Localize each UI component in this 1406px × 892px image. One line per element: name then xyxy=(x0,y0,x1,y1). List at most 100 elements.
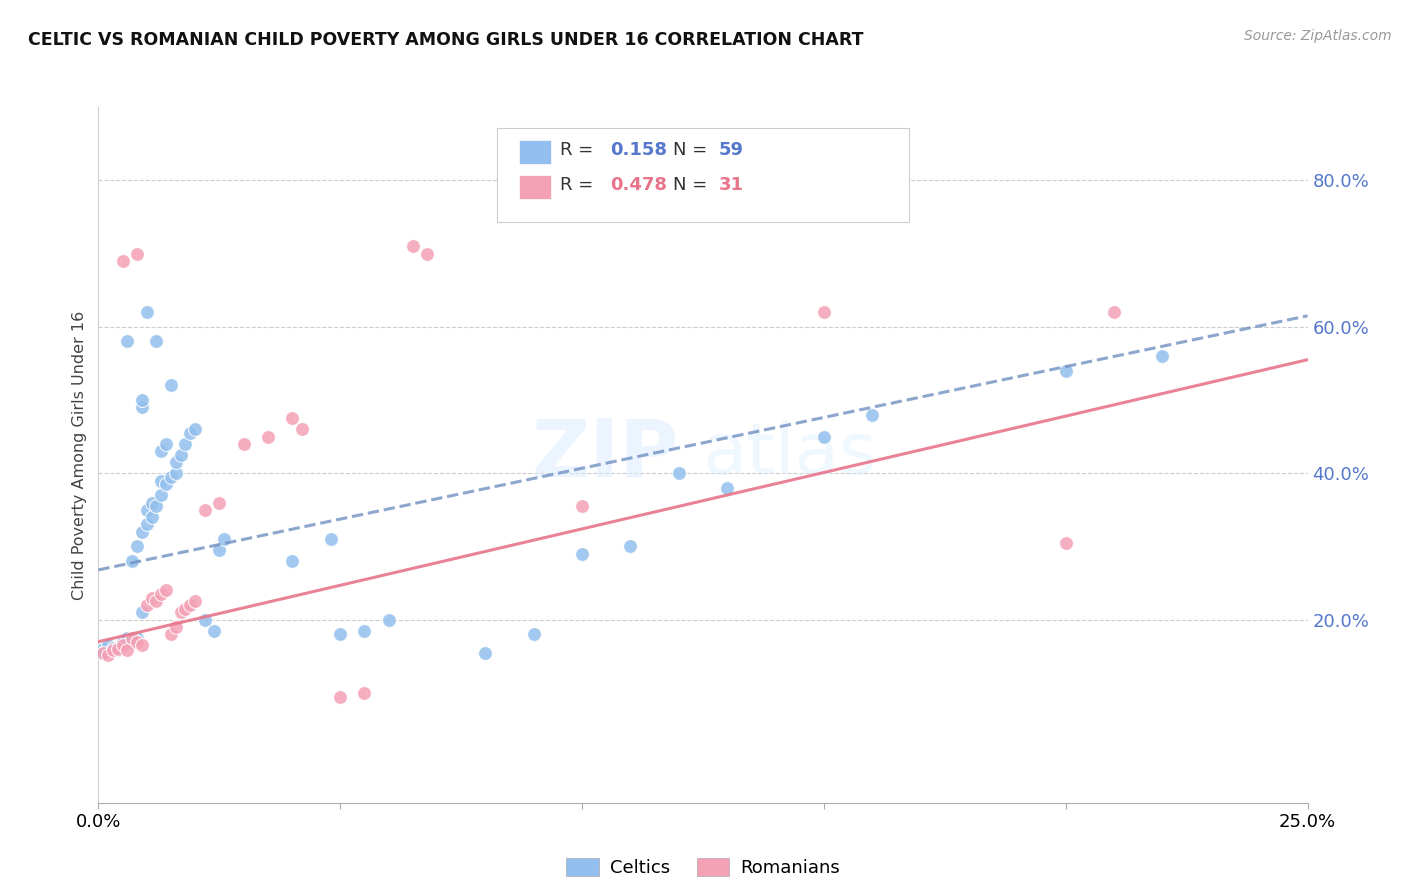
Point xyxy=(523,627,546,641)
Point xyxy=(165,455,187,469)
Point xyxy=(165,467,187,481)
Point xyxy=(97,648,120,662)
Point xyxy=(160,470,183,484)
Point xyxy=(91,642,114,657)
Point xyxy=(131,606,153,620)
Point xyxy=(619,540,641,554)
Point xyxy=(127,634,149,648)
Point xyxy=(232,437,254,451)
Point xyxy=(402,239,425,253)
Point xyxy=(155,477,177,491)
Point xyxy=(353,624,375,638)
Point xyxy=(87,646,110,660)
Point xyxy=(111,638,134,652)
Point xyxy=(212,532,235,546)
Point xyxy=(716,481,738,495)
Text: Source: ZipAtlas.com: Source: ZipAtlas.com xyxy=(1244,29,1392,43)
Point xyxy=(107,642,129,657)
Point xyxy=(169,606,191,620)
Point xyxy=(416,246,439,260)
Point xyxy=(131,401,153,415)
Point xyxy=(184,594,207,608)
Text: N =: N = xyxy=(672,141,713,159)
Point xyxy=(668,467,690,481)
Point xyxy=(131,392,153,407)
Point xyxy=(97,638,120,652)
Text: 0.478: 0.478 xyxy=(610,176,666,194)
Point xyxy=(377,613,399,627)
Point xyxy=(1152,349,1174,363)
Point xyxy=(131,638,153,652)
Point xyxy=(208,543,231,558)
FancyBboxPatch shape xyxy=(498,128,908,222)
Text: atlas: atlas xyxy=(703,420,877,490)
FancyBboxPatch shape xyxy=(519,140,551,164)
Point xyxy=(91,646,114,660)
Point xyxy=(145,594,167,608)
Point xyxy=(141,591,163,605)
Point xyxy=(1054,364,1077,378)
Point xyxy=(571,547,593,561)
Point xyxy=(1054,536,1077,550)
Text: R =: R = xyxy=(561,141,599,159)
Point xyxy=(150,488,173,502)
Point xyxy=(813,429,835,443)
Legend: Celtics, Romanians: Celtics, Romanians xyxy=(560,850,846,884)
Point xyxy=(117,643,139,657)
Point xyxy=(101,640,124,655)
Text: 59: 59 xyxy=(718,141,744,159)
Point xyxy=(813,305,835,319)
Point xyxy=(204,624,226,638)
Point xyxy=(101,643,124,657)
Point xyxy=(160,378,183,392)
Point xyxy=(174,437,197,451)
Point xyxy=(117,631,139,645)
Point xyxy=(184,422,207,436)
Point xyxy=(135,503,157,517)
Point xyxy=(150,474,173,488)
Point xyxy=(179,598,201,612)
Point xyxy=(353,686,375,700)
Point xyxy=(145,499,167,513)
Point xyxy=(121,633,143,648)
Point xyxy=(117,334,139,349)
Point xyxy=(135,305,157,319)
Point xyxy=(290,422,312,436)
FancyBboxPatch shape xyxy=(519,175,551,199)
Point xyxy=(150,444,173,458)
Point xyxy=(174,601,197,615)
Point xyxy=(571,499,593,513)
Point xyxy=(135,598,157,612)
Y-axis label: Child Poverty Among Girls Under 16: Child Poverty Among Girls Under 16 xyxy=(72,310,87,599)
Point xyxy=(194,613,217,627)
Point xyxy=(329,627,352,641)
Point xyxy=(97,642,120,657)
Point xyxy=(127,246,149,260)
Point xyxy=(111,638,134,652)
Point xyxy=(127,631,149,645)
Point xyxy=(131,524,153,539)
Text: N =: N = xyxy=(672,176,713,194)
Point xyxy=(111,634,134,648)
Point xyxy=(160,627,183,641)
Point xyxy=(179,425,201,440)
Text: R =: R = xyxy=(561,176,599,194)
Text: 0.158: 0.158 xyxy=(610,141,666,159)
Point xyxy=(860,408,883,422)
Point xyxy=(319,532,342,546)
Point xyxy=(165,620,187,634)
Point xyxy=(281,554,304,568)
Point xyxy=(111,253,134,268)
Point xyxy=(155,437,177,451)
Point xyxy=(91,646,114,660)
Point xyxy=(1102,305,1125,319)
Point xyxy=(121,631,143,645)
Point xyxy=(141,495,163,509)
Text: ZIP: ZIP xyxy=(531,416,679,494)
Point xyxy=(107,643,129,657)
Point xyxy=(155,583,177,598)
Point xyxy=(117,636,139,650)
Point xyxy=(474,646,496,660)
Point xyxy=(145,334,167,349)
Point xyxy=(127,540,149,554)
